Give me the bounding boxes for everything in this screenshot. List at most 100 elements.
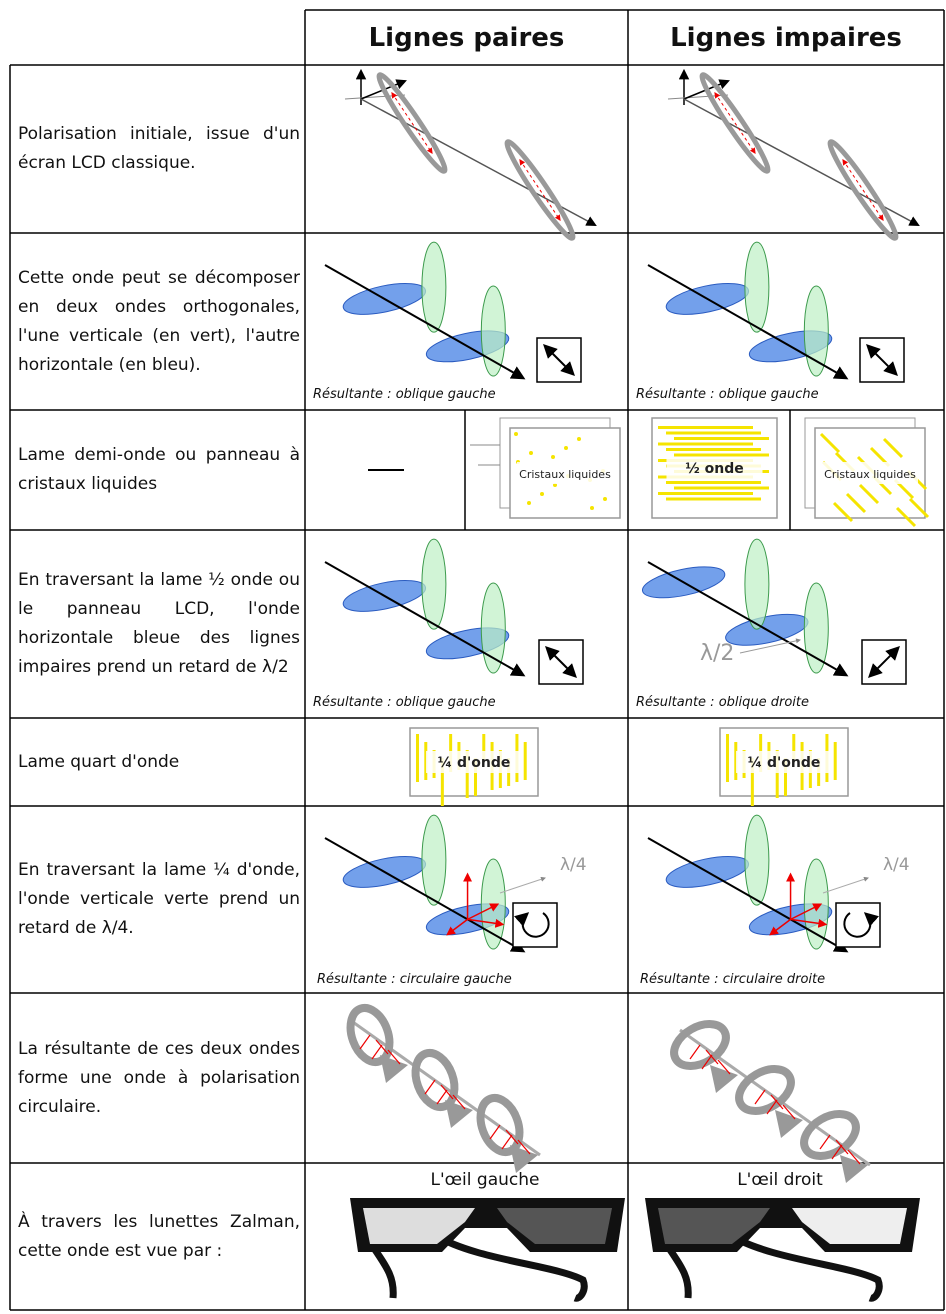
field-vector [467, 903, 500, 921]
crystal [775, 750, 779, 798]
field-vector [701, 1054, 713, 1070]
field-vector [501, 1134, 513, 1150]
field-vector [782, 1104, 796, 1120]
field-vector [371, 1044, 383, 1060]
glasses-temple [728, 1232, 883, 1302]
crystal [845, 492, 867, 514]
field-vector [436, 1089, 448, 1105]
circular-arrowhead [445, 1100, 473, 1128]
vertical-wave [421, 538, 447, 630]
row-label: Lame demi-onde ou pan­neau à cristaux li… [18, 410, 300, 530]
resultant-arrow [513, 912, 550, 938]
row-label: À travers les lunettes Zalman, cette ond… [18, 1163, 300, 1310]
field-vector [440, 1084, 454, 1100]
field-vector [766, 1099, 778, 1115]
row-label: Lame quart d'onde [18, 718, 300, 806]
vertical-wave [744, 538, 770, 630]
lens [658, 1208, 770, 1244]
crystal [819, 432, 841, 454]
circular-turn [411, 1048, 459, 1112]
crystal [658, 492, 753, 495]
resultant-arrow [843, 912, 880, 938]
circular-turn [735, 1065, 795, 1115]
resultant-arrow [866, 344, 898, 376]
circular-turn [346, 1003, 394, 1067]
crystal [666, 448, 761, 451]
crystal [440, 758, 444, 806]
panel-label: Cristaux liquides [519, 468, 611, 481]
retard-arrow [499, 876, 546, 894]
field-vector [446, 918, 469, 936]
crystal [577, 437, 581, 441]
vertical-wave [744, 241, 770, 333]
lens [792, 1208, 907, 1244]
row-label: Cette onde peut se dé­composer en deux o… [18, 233, 300, 410]
row-label-text: Lame quart d'onde [18, 751, 180, 772]
propagation-line [324, 561, 526, 677]
row-label: En traversant la lame ¼ d'onde, l'onde v… [18, 806, 300, 993]
crystal [726, 734, 729, 782]
retard-arrow [739, 638, 801, 654]
caption: Résultante : oblique droite [636, 695, 809, 710]
field-vector [819, 1134, 831, 1150]
field-vector [831, 1144, 843, 1160]
column-header: Lignes paires [368, 22, 565, 53]
field-vector [689, 1044, 701, 1060]
row-label: En traversant la lame ½ onde ou le panne… [18, 530, 300, 718]
crystal [750, 758, 754, 806]
panel-label-bg [426, 751, 522, 773]
crystal [551, 455, 555, 459]
field-vector [770, 1094, 784, 1110]
crystal [674, 453, 769, 457]
panel-label: ¼ d'onde [438, 755, 511, 771]
caption: Résultante : oblique gauche [636, 387, 819, 402]
field-vector [391, 92, 433, 154]
vertical-wave [421, 241, 447, 333]
field-vector [517, 1139, 531, 1155]
caption: Résultante : circulaire gauche [317, 972, 512, 987]
circular-turn [670, 1020, 730, 1070]
crystal [424, 742, 428, 780]
crystal [603, 497, 607, 501]
circular-arrowhead [840, 1155, 868, 1183]
vertical-wave [421, 814, 447, 906]
row-label-text: En traversant la lame ½ onde ou le panne… [18, 570, 300, 677]
circular-arrowhead [775, 1110, 803, 1138]
row-label: La résultante de ces deux ondes forme un… [18, 993, 300, 1163]
field-vector [705, 1049, 719, 1065]
crystal [674, 486, 769, 490]
vertical-wave [480, 285, 506, 377]
row-label: Polarisation initiale, issue d'un écran … [18, 65, 300, 233]
row-label-text: La résultante de ces deux ondes forme un… [18, 1038, 300, 1117]
retard-arrow [822, 876, 869, 894]
crystal [514, 432, 518, 436]
field-vector [717, 1059, 731, 1075]
retard-label: λ/4 [560, 855, 587, 875]
circular-arrowhead [710, 1065, 738, 1093]
glasses-temple [433, 1232, 588, 1302]
retard-label: λ/2 [700, 641, 734, 666]
field-vector [359, 1034, 371, 1050]
field-vector [387, 1049, 401, 1065]
crystal [784, 758, 787, 796]
circular-turn [476, 1093, 524, 1157]
crystal [416, 734, 419, 782]
field-vector [489, 1124, 501, 1140]
row-label-text: En traversant la lame ¼ d'onde, l'onde v… [18, 860, 300, 938]
vertical-wave [480, 582, 506, 674]
panel-label-bg [736, 751, 832, 773]
field-vector [769, 918, 792, 936]
crystal [474, 758, 477, 796]
panel-label-bg [822, 462, 918, 484]
row-label-text: Polarisation initiale, issue d'un écran … [18, 124, 300, 173]
crystal [882, 437, 904, 459]
circular-arrowhead [510, 1145, 538, 1173]
field-vector [505, 1129, 519, 1145]
field-vector [714, 92, 756, 154]
field-vector [519, 159, 561, 221]
field-vector [375, 1039, 389, 1055]
vertical-wave [803, 285, 829, 377]
resultant-box [512, 902, 558, 948]
